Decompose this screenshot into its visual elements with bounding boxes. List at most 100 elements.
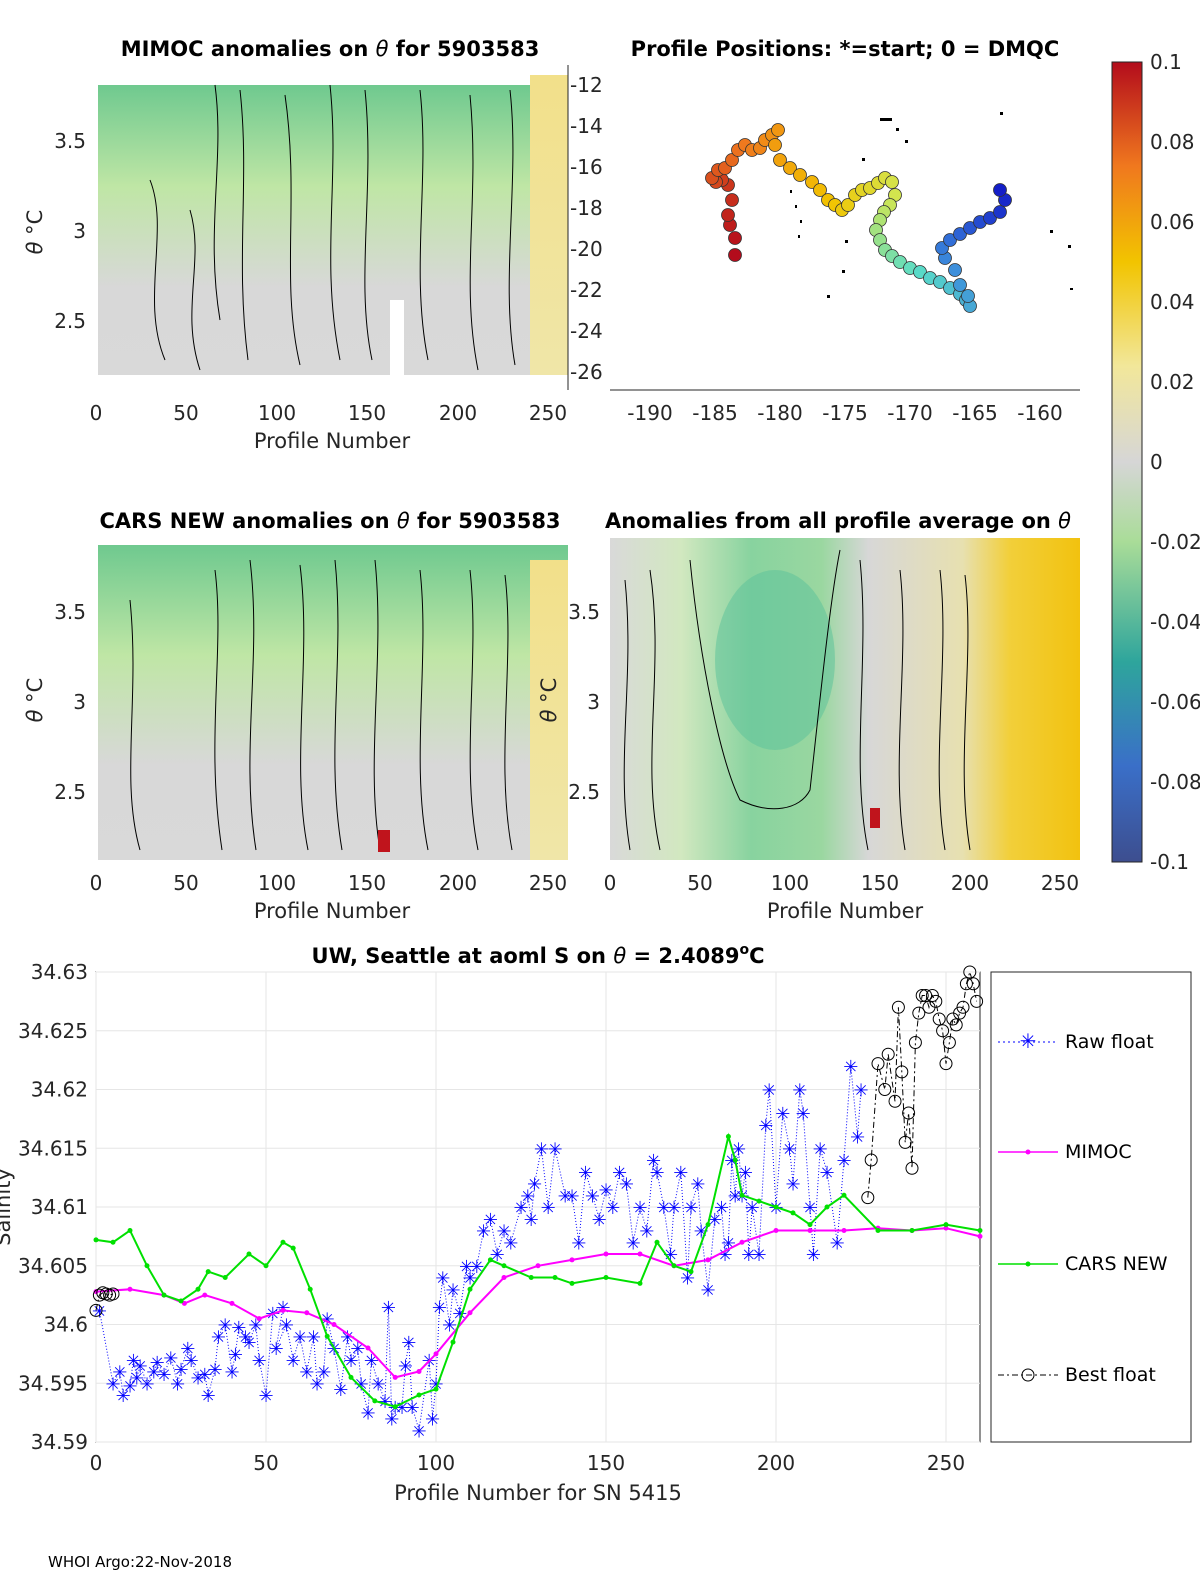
raw-float-point: ✳ (558, 1186, 573, 1207)
mimoc-point (202, 1292, 208, 1298)
panel-average-red-spot (870, 808, 880, 828)
best-float-point (881, 1047, 895, 1061)
track-point (728, 248, 742, 262)
raw-float-point: ✳ (751, 1245, 766, 1266)
best-float-point (106, 1287, 120, 1301)
raw-float-point: ✳ (534, 1139, 549, 1160)
cars-new-point (841, 1192, 847, 1198)
mimoc-point (392, 1374, 398, 1380)
svg-text:-0.1: -0.1 (1150, 850, 1189, 874)
best-float-point (912, 1006, 926, 1020)
legend-raw-label: Raw float (1065, 1031, 1154, 1053)
cars-new-point (487, 1257, 493, 1263)
svg-text:-170: -170 (887, 401, 932, 425)
raw-float-point: ✳ (299, 1363, 314, 1384)
raw-float-point: ✳ (201, 1386, 216, 1407)
raw-float-point: ✳ (279, 1316, 294, 1337)
cars-new-point (943, 1222, 949, 1228)
cars-new-point (144, 1263, 150, 1269)
raw-float-point: ✳ (728, 1186, 743, 1207)
cars-new-point (348, 1374, 354, 1380)
raw-float-point: ✳ (476, 1222, 491, 1243)
footer-stamp: WHOI Argo:22-Nov-2018 (48, 1553, 232, 1571)
raw-float-point: ✳ (619, 1175, 634, 1196)
panel-average-ylabel: θ °C (537, 678, 561, 723)
svg-text:-0.08: -0.08 (1150, 770, 1200, 794)
x-tick-label: 250 (927, 1451, 965, 1475)
raw-float-point: ✳ (231, 1318, 246, 1339)
cars-new-point (739, 1192, 745, 1198)
y-tick-label: 34.595 (18, 1371, 88, 1395)
legend-cars: CARS NEW (998, 1253, 1168, 1275)
panel-salinity: UW, Seattle at aoml S on θ = 2.4089oC ✳✳… (0, 942, 1192, 1505)
cars-new-point (875, 1228, 881, 1233)
raw-float-point: ✳ (626, 1233, 641, 1254)
svg-text:50: 50 (173, 401, 198, 425)
raw-float-point: ✳ (425, 1410, 440, 1431)
cars-new-point (307, 1286, 313, 1292)
raw-float-point: ✳ (228, 1345, 243, 1366)
cars-new-point (528, 1275, 534, 1280)
raw-float-point: ✳ (116, 1386, 131, 1407)
panel-mimoc-xlabel: Profile Number (254, 429, 411, 453)
salinity-grid (95, 971, 980, 1443)
raw-float-point: ✳ (190, 1368, 205, 1389)
panel-cars-field (98, 545, 568, 860)
raw-float-point: ✳ (92, 1301, 107, 1322)
legend-cars-marker (1025, 1261, 1031, 1267)
cars-new-point (671, 1263, 677, 1269)
svg-text:-0.02: -0.02 (1150, 530, 1200, 554)
mimoc-point (739, 1239, 745, 1245)
panel-cars-yticks: 3.5 3 2.5 (54, 600, 86, 804)
track-point (783, 161, 797, 175)
raw-float-point: ✳ (133, 1357, 148, 1378)
raw-float-point: ✳ (126, 1351, 141, 1372)
x-tick-label: 0 (90, 1451, 103, 1475)
cars-new-point (263, 1263, 269, 1269)
best-float-point (956, 1000, 970, 1014)
svg-text:0.1: 0.1 (1150, 50, 1182, 74)
track-point (771, 123, 785, 137)
raw-float-point: ✳ (105, 1374, 120, 1395)
cars-new-point (161, 1292, 167, 1298)
best-float-point (942, 1036, 956, 1049)
cars-new-point (773, 1204, 779, 1210)
svg-text:0: 0 (90, 401, 103, 425)
raw-float-point: ✳ (836, 1151, 851, 1172)
svg-text:100: 100 (258, 401, 296, 425)
mimoc-point (535, 1263, 541, 1269)
svg-text:2.5: 2.5 (568, 780, 600, 804)
raw-float-point: ✳ (371, 1374, 386, 1395)
cars-new-point (732, 1157, 738, 1163)
svg-text:2.5: 2.5 (54, 309, 86, 333)
svg-text:-16: -16 (570, 155, 603, 179)
cars-new-point (824, 1204, 830, 1210)
legend-best-marker (1021, 1368, 1035, 1382)
mimoc-point (304, 1310, 310, 1316)
panel-cars-xlabel: Profile Number (254, 899, 411, 923)
raw-float-point: ✳ (843, 1057, 858, 1078)
raw-float-point: ✳ (343, 1351, 358, 1372)
svg-text:-185: -185 (692, 401, 737, 425)
raw-float-point: ✳ (745, 1198, 760, 1219)
panel-average-core (715, 570, 835, 750)
track-point (885, 175, 899, 189)
mimoc-point (280, 1307, 286, 1313)
raw-float-point: ✳ (792, 1081, 807, 1102)
cars-new-point (688, 1269, 694, 1275)
track-point (813, 183, 827, 197)
svg-text:50: 50 (173, 871, 198, 895)
cars-new-point (246, 1251, 252, 1257)
best-float-point (939, 1057, 953, 1071)
svg-text:150: 150 (348, 871, 386, 895)
raw-float-point: ✳ (605, 1198, 620, 1219)
raw-float-point: ✳ (150, 1353, 165, 1374)
best-float-point (92, 1288, 106, 1302)
cars-new-point (756, 1198, 762, 1204)
raw-float-point: ✳ (360, 1404, 375, 1425)
raw-float-point: ✳ (197, 1365, 212, 1386)
raw-float-point: ✳ (775, 1104, 790, 1125)
raw-float-point: ✳ (796, 1104, 811, 1125)
svg-text:250: 250 (1041, 871, 1079, 895)
